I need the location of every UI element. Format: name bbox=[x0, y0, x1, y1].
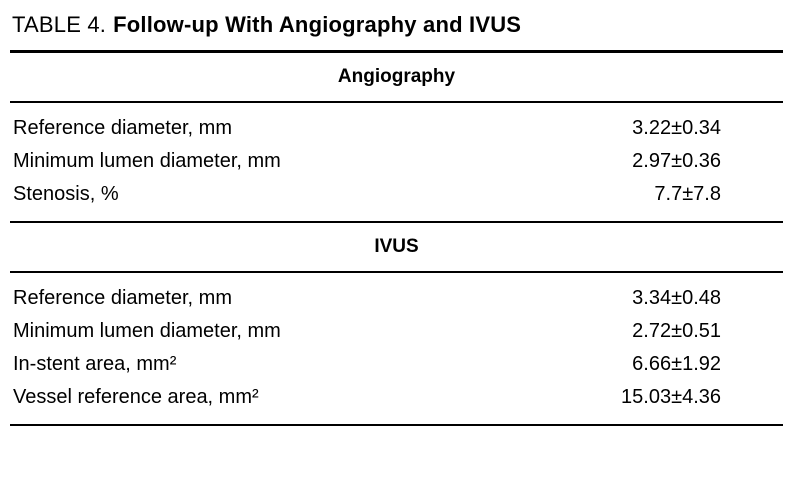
table-row: In-stent area, mm² 6.66±1.92 bbox=[10, 348, 783, 381]
rule bbox=[10, 271, 783, 273]
row-label: Minimum lumen diameter, mm bbox=[13, 320, 281, 342]
row-label: Stenosis, % bbox=[13, 183, 119, 205]
row-value: 15.03±4.36 bbox=[621, 386, 721, 408]
rule-bottom bbox=[10, 424, 783, 426]
ivus-rows: Reference diameter, mm 3.34±0.48 Minimum… bbox=[10, 273, 783, 424]
table-row: Reference diameter, mm 3.22±0.34 bbox=[10, 112, 783, 145]
rule bbox=[10, 221, 783, 223]
table-name: Follow-up With Angiography and IVUS bbox=[113, 12, 522, 37]
row-value: 3.34±0.48 bbox=[632, 287, 721, 309]
section-angiography: Angiography Reference diameter, mm 3.22±… bbox=[10, 53, 783, 223]
table-number: TABLE 4. bbox=[12, 12, 107, 37]
row-label: Minimum lumen diameter, mm bbox=[13, 150, 281, 172]
row-label: Reference diameter, mm bbox=[13, 287, 232, 309]
table-row: Reference diameter, mm 3.34±0.48 bbox=[10, 282, 783, 315]
row-label: Reference diameter, mm bbox=[13, 117, 232, 139]
table-4: TABLE 4. Follow-up With Angiography and I… bbox=[10, 4, 783, 426]
table-row: Minimum lumen diameter, mm 2.72±0.51 bbox=[10, 315, 783, 348]
row-value: 3.22±0.34 bbox=[632, 117, 721, 139]
row-value: 2.72±0.51 bbox=[632, 320, 721, 342]
section-header-ivus: IVUS bbox=[374, 236, 419, 257]
angiography-rows: Reference diameter, mm 3.22±0.34 Minimum… bbox=[10, 103, 783, 221]
row-label: In-stent area, mm² bbox=[13, 353, 177, 375]
section-ivus: IVUS Reference diameter, mm 3.34±0.48 Mi… bbox=[10, 223, 783, 426]
row-value: 2.97±0.36 bbox=[632, 150, 721, 172]
section-header-angiography: Angiography bbox=[337, 66, 456, 87]
rule bbox=[10, 101, 783, 103]
table-row: Stenosis, % 7.7±7.8 bbox=[10, 178, 783, 211]
rule-top bbox=[10, 50, 783, 53]
row-value: 6.66±1.92 bbox=[632, 353, 721, 375]
table-title: TABLE 4. Follow-up With Angiography and I… bbox=[10, 4, 783, 50]
row-label: Vessel reference area, mm² bbox=[13, 386, 259, 408]
row-value: 7.7±7.8 bbox=[654, 183, 721, 205]
table-row: Minimum lumen diameter, mm 2.97±0.36 bbox=[10, 145, 783, 178]
table-row: Vessel reference area, mm² 15.03±4.36 bbox=[10, 381, 783, 414]
